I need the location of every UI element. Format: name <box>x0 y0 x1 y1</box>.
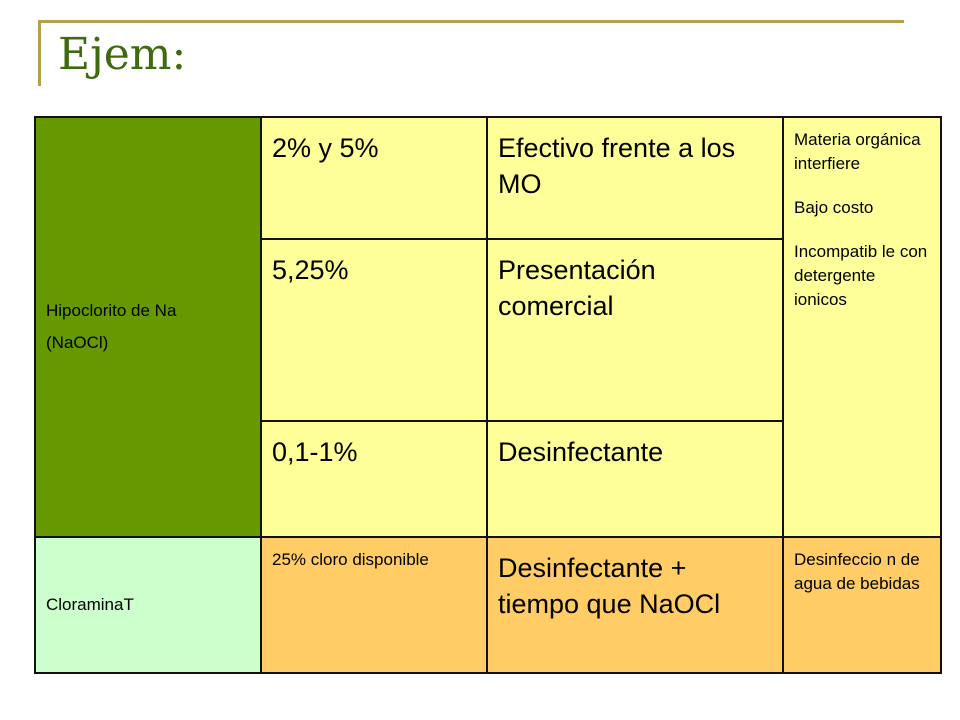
concentration-cell: 25% cloro disponible <box>260 536 488 674</box>
hipoclorito-name: Hipoclorito de Na <box>46 301 177 320</box>
hipoclorito-name-cell: Hipoclorito de Na (NaOCl) <box>34 116 262 538</box>
note-item: Materia orgánica interfiere <box>794 130 921 173</box>
hipoclorito-formula: (NaOCl) <box>46 333 109 352</box>
note-cell: Desinfeccio n de agua de bebidas <box>782 536 942 674</box>
use-cell: Desinfectante + tiempo que NaOCl <box>486 536 784 674</box>
table-row: Hipoclorito de Na (NaOCl) 2% y 5% Efecti… <box>34 116 942 538</box>
use-cell: Presentación comercial <box>486 238 784 422</box>
concentration-cell: 2% y 5% <box>260 116 488 240</box>
table-row: CloraminaT 25% cloro disponible Desinfec… <box>34 536 942 674</box>
note-item: Incompatib le con detergente ionicos <box>794 242 928 309</box>
notes-cell: Materia orgánica interfiere Bajo costo I… <box>782 116 942 538</box>
use-cell: Desinfectante <box>486 420 784 538</box>
use-cell: Efectivo frente a los MO <box>486 116 784 240</box>
concentration-cell: 0,1-1% <box>260 420 488 538</box>
table-row: 0,1-1% Desinfectante <box>35 420 941 538</box>
slide-title: Ejem: <box>58 29 187 80</box>
disinfectant-table: Hipoclorito de Na (NaOCl) 2% y 5% Efecti… <box>34 116 942 674</box>
table-row: 5,25% Presentación comercial <box>35 238 941 422</box>
top-decoration-line <box>38 20 904 23</box>
note-item: Bajo costo <box>794 198 874 217</box>
concentration-cell: 5,25% <box>260 238 488 422</box>
left-decoration-line <box>38 20 41 86</box>
cloramina-name-cell: CloraminaT <box>34 536 262 674</box>
